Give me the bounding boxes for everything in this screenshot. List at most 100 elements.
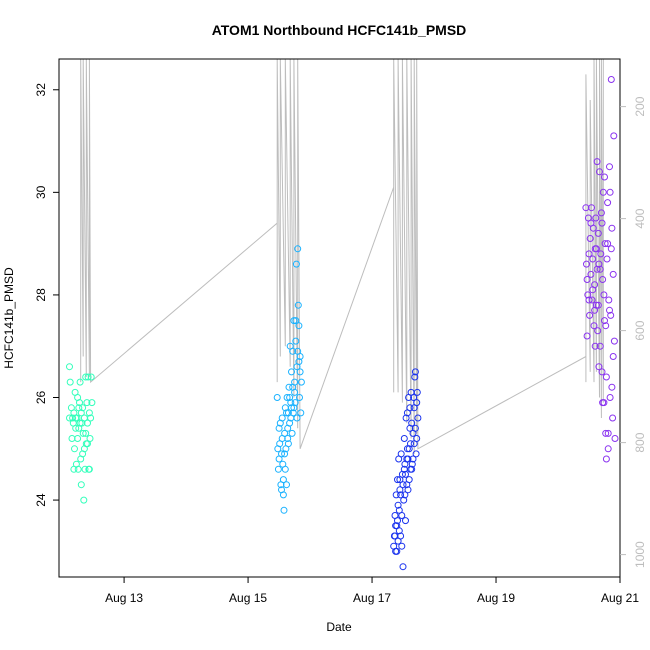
data-point xyxy=(611,435,619,442)
x-axis: Aug 13 Aug 15 Aug 17 Aug 19 Aug 21 xyxy=(105,576,639,605)
data-point xyxy=(402,470,409,478)
data-point xyxy=(398,512,406,519)
data-point xyxy=(275,424,283,432)
data-point xyxy=(294,245,302,253)
data-point xyxy=(589,255,597,263)
data-point xyxy=(292,317,300,325)
data-point xyxy=(77,481,85,489)
data-point xyxy=(84,373,92,381)
y2-tick-label: 200 xyxy=(633,96,647,116)
data-point xyxy=(411,373,419,381)
data-point xyxy=(590,322,598,330)
data-point xyxy=(66,363,73,371)
data-point xyxy=(72,424,80,432)
data-point xyxy=(80,496,88,504)
data-point xyxy=(76,419,84,427)
data-point xyxy=(586,235,594,242)
data-point xyxy=(287,399,295,407)
data-point xyxy=(606,306,613,314)
data-point xyxy=(295,322,303,330)
data-point xyxy=(583,260,590,268)
data-point xyxy=(278,450,285,458)
data-point xyxy=(598,368,606,376)
data-point xyxy=(74,394,82,401)
x-axis-label: Date xyxy=(326,620,352,634)
data-point xyxy=(608,224,616,232)
data-point xyxy=(76,378,84,386)
data-point xyxy=(596,265,604,273)
data-point xyxy=(588,204,595,212)
data-point xyxy=(602,455,610,463)
data-point xyxy=(290,404,298,412)
data-point xyxy=(291,378,299,386)
data-point xyxy=(405,476,413,484)
data-point xyxy=(598,219,606,227)
data-point xyxy=(75,424,83,432)
data-point xyxy=(81,465,89,473)
data-point xyxy=(68,435,76,442)
data-point xyxy=(591,306,599,314)
data-point xyxy=(393,547,401,555)
data-point xyxy=(400,435,408,442)
data-point xyxy=(599,399,607,407)
data-point xyxy=(402,414,410,422)
data-point xyxy=(85,465,93,473)
y-tick-label: 30 xyxy=(34,185,48,199)
data-point xyxy=(604,240,612,248)
data-point xyxy=(592,245,600,253)
data-point xyxy=(77,409,85,417)
data-point xyxy=(602,322,610,330)
data-point xyxy=(596,168,603,176)
data-point xyxy=(601,317,608,325)
data-point xyxy=(280,506,288,514)
data-point xyxy=(79,429,87,437)
y2-tick-label: 1000 xyxy=(633,541,647,568)
data-point xyxy=(295,358,303,366)
data-point xyxy=(285,383,293,391)
data-point xyxy=(278,435,286,442)
data-point xyxy=(609,353,617,360)
data-point xyxy=(584,291,592,299)
data-point xyxy=(599,188,607,196)
data-point xyxy=(607,311,615,319)
y-tick-label: 28 xyxy=(34,288,48,302)
data-point xyxy=(603,255,611,263)
data-point xyxy=(596,342,604,350)
data-point xyxy=(592,214,600,222)
data-point xyxy=(585,296,593,304)
data-point xyxy=(404,486,412,494)
data-point xyxy=(395,527,403,535)
data-point xyxy=(296,394,303,401)
data-point xyxy=(292,260,300,268)
data-point xyxy=(69,414,77,422)
data-point xyxy=(274,465,282,473)
data-point xyxy=(288,404,295,412)
data-point xyxy=(399,563,407,571)
data-point xyxy=(602,429,610,437)
data-point xyxy=(586,311,594,319)
data-point xyxy=(397,491,405,499)
chart-title: ATOM1 Northbound HCFC141b_PMSD xyxy=(212,22,467,38)
data-point xyxy=(66,378,74,386)
data-point xyxy=(406,424,414,432)
data-point xyxy=(412,450,420,458)
data-point xyxy=(610,132,618,140)
data-point xyxy=(279,476,287,484)
x-tick-label: Aug 15 xyxy=(229,591,267,605)
y-tick-label: 26 xyxy=(34,391,48,405)
data-point xyxy=(394,501,402,509)
points-layer xyxy=(66,76,619,571)
series-line xyxy=(80,58,604,454)
data-point xyxy=(583,276,591,283)
data-point xyxy=(88,399,96,407)
series-line-layer xyxy=(80,58,604,454)
data-point xyxy=(273,394,281,401)
data-point xyxy=(74,465,82,473)
data-point xyxy=(283,394,291,401)
x-tick-label: Aug 21 xyxy=(601,591,639,605)
data-point xyxy=(66,414,73,422)
data-point xyxy=(594,327,602,335)
data-point xyxy=(288,429,296,437)
data-point xyxy=(604,445,612,453)
data-point xyxy=(398,542,406,550)
